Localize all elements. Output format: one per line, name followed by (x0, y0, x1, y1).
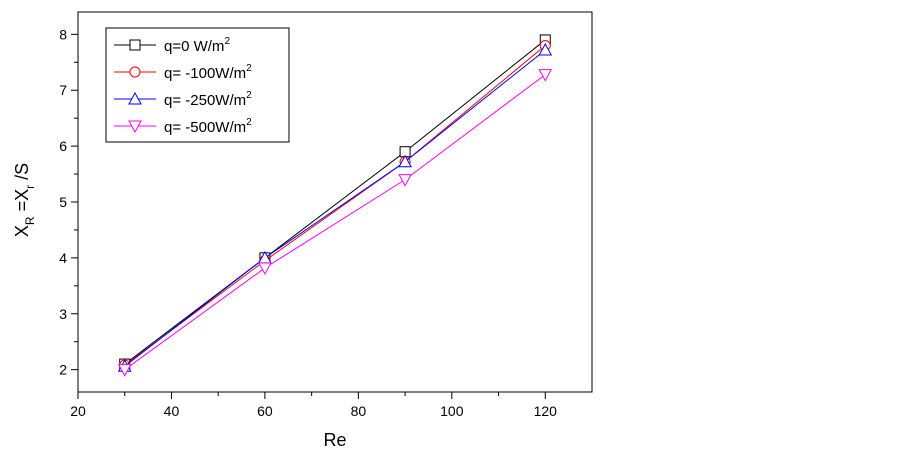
y-axis-title-sub1: R (23, 216, 37, 225)
y-tick-label: 4 (59, 250, 67, 266)
y-tick-label: 6 (59, 138, 67, 154)
data-point (117, 364, 132, 377)
series-layer (117, 34, 553, 377)
series-line (124, 45, 546, 366)
legend-marker (128, 120, 142, 134)
series-4 (117, 69, 553, 377)
legend-label-sup: 2 (246, 63, 252, 74)
legend-marker (128, 91, 142, 105)
legend: q=0 W/m2 q= -100W/m2 q= -250W/m2 q= -500W/m… (105, 27, 290, 143)
y-tick-label: 2 (59, 362, 67, 378)
legend-label-sup: 2 (224, 36, 230, 47)
legend-label: q= -100W/m2 (164, 63, 252, 82)
y-axis-title-mid: =X (12, 189, 32, 217)
legend-marker (129, 39, 141, 51)
legend-label: q= -250W/m2 (164, 90, 252, 109)
x-tick-label: 40 (164, 403, 180, 419)
y-axis-title-sub2: r (23, 185, 37, 189)
data-point (398, 174, 412, 187)
y-axis-title-main: X (12, 225, 32, 237)
y-axis-title: XR =Xr /S (12, 163, 37, 237)
legend-marker (129, 66, 141, 78)
x-tick-label: 80 (351, 403, 367, 419)
axis-ticks: 20 40 60 80 100 120 2 3 4 5 6 7 8 (59, 26, 558, 419)
legend-item: q= -500W/m2 (114, 117, 252, 136)
data-point (538, 69, 553, 82)
y-tick-label: 3 (59, 306, 67, 322)
legend-label-sup: 2 (246, 90, 252, 101)
series-line (124, 39, 546, 365)
legend-label-sup: 2 (246, 117, 252, 128)
legend-item: q= -100W/m2 (114, 63, 252, 82)
legend-label: q= -500W/m2 (164, 117, 252, 136)
x-tick-label: 120 (534, 403, 558, 419)
legend-item: q= -250W/m2 (114, 90, 252, 109)
legend-item: q=0 W/m2 (114, 36, 230, 55)
y-axis-title-tail: /S (12, 163, 32, 185)
y-tick-label: 7 (59, 82, 67, 98)
data-point (538, 42, 553, 56)
data-point (398, 154, 412, 168)
y-tick-label: 5 (59, 194, 67, 210)
x-axis-title: Re (323, 430, 346, 450)
x-tick-label: 100 (440, 403, 464, 419)
data-point (258, 262, 272, 275)
x-tick-label: 20 (70, 403, 86, 419)
y-tick-label: 8 (59, 26, 67, 42)
series-line (124, 49, 546, 367)
legend-label: q=0 W/m2 (164, 36, 230, 55)
series-line (124, 74, 546, 371)
x-tick-label: 60 (257, 403, 273, 419)
